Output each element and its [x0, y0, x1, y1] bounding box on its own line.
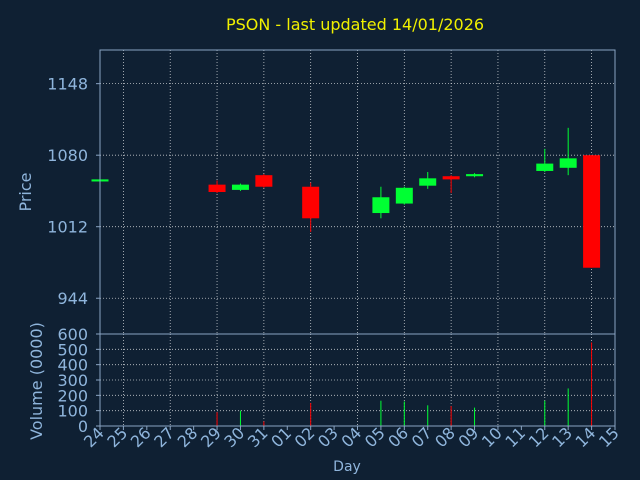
chart-title: PSON - last updated 14/01/2026	[226, 15, 484, 34]
price-axis-label: Price	[16, 172, 35, 211]
volume-tick-label: 100	[57, 402, 88, 421]
volume-tick-label: 600	[57, 325, 88, 344]
price-tick-label: 1148	[47, 75, 88, 94]
volume-tick-label: 300	[57, 371, 88, 390]
day-axis: 2425262728293031010203040506070809101112…	[80, 423, 623, 451]
candle-body	[395, 187, 413, 204]
volume-tick-label: 400	[57, 356, 88, 375]
volume-plot-frame	[99, 333, 616, 427]
price-candles	[91, 127, 601, 268]
candle-body	[442, 176, 460, 180]
price-tick-label: 1012	[47, 218, 88, 237]
candle-body	[583, 155, 601, 268]
volume-grid	[100, 334, 615, 426]
day-axis-label: Day	[333, 459, 361, 475]
candle-body	[231, 184, 249, 190]
day-tick-label: 15	[595, 423, 623, 451]
volume-bars	[99, 342, 593, 426]
volume-tick-label: 0	[78, 417, 88, 436]
price-tick-label: 1080	[47, 146, 88, 165]
volume-tick-label: 500	[57, 340, 88, 359]
price-tick-label: 944	[57, 289, 88, 308]
candle-body	[255, 175, 273, 187]
volume-tick-label: 200	[57, 386, 88, 405]
candle-body	[372, 197, 390, 214]
candle-body	[559, 158, 577, 168]
candle-body	[466, 174, 484, 177]
volume-axis-label: Volume (0000)	[27, 322, 46, 440]
candle-body	[536, 163, 554, 171]
candle-body	[419, 178, 437, 186]
price-axis: 944 1012 1080 1148	[47, 75, 100, 308]
candle-body	[302, 186, 320, 219]
price-grid	[100, 50, 615, 334]
candle-body	[208, 184, 226, 192]
